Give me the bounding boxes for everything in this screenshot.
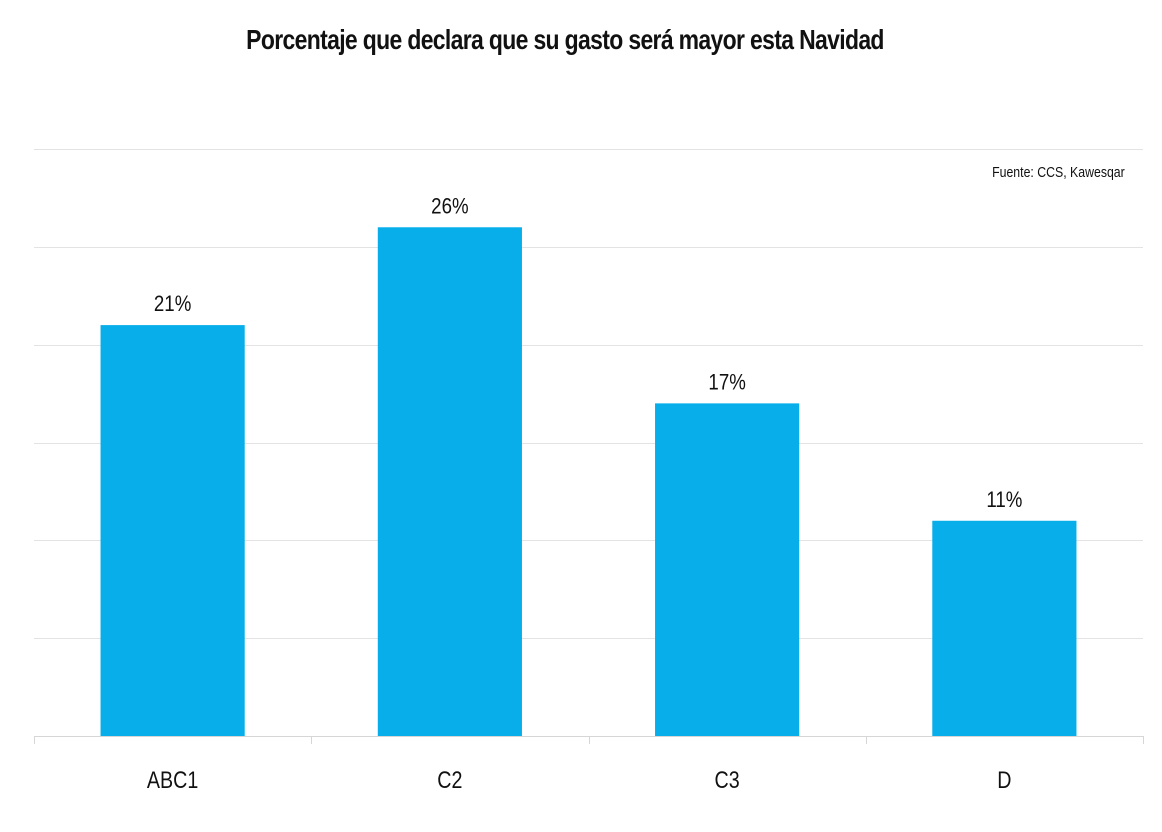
- x-tick-label: C2: [437, 766, 462, 793]
- bar-d: [932, 520, 1077, 736]
- x-tick-label: ABC1: [147, 766, 198, 793]
- value-label: 17%: [708, 371, 745, 395]
- chart-source-note: Fuente: CCS, Kawesqar: [992, 164, 1125, 181]
- bar-c3: [655, 403, 800, 736]
- value-label: 26%: [431, 195, 468, 219]
- x-tick-label: C3: [715, 766, 740, 793]
- bar-abc1: [100, 325, 245, 736]
- value-labels: 21% 26% 17% 11%: [154, 195, 1022, 512]
- value-label: 11%: [986, 488, 1022, 512]
- chart-title: Porcentaje que declara que su gasto será…: [246, 24, 884, 55]
- bar-c2: [377, 227, 522, 736]
- bars: [100, 227, 1077, 736]
- x-tick-label: D: [997, 766, 1011, 793]
- value-label: 21%: [154, 293, 191, 317]
- x-axis: [34, 736, 1144, 744]
- x-tick-labels: ABC1 C2 C3 D: [147, 766, 1012, 793]
